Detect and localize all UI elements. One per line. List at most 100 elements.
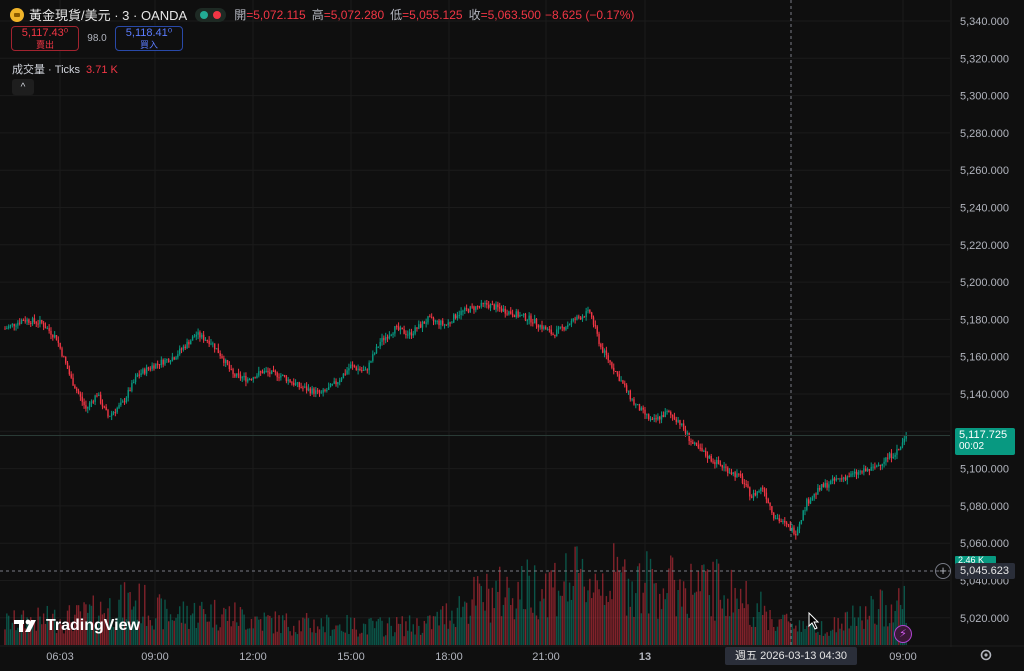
- candle-body: [738, 473, 740, 475]
- candle-body: [473, 306, 475, 311]
- candle-body: [11, 323, 14, 325]
- candle-body: [756, 491, 758, 496]
- candle-body: [543, 326, 545, 329]
- volume-bar: [291, 635, 293, 645]
- volume-bar: [830, 630, 832, 645]
- volume-bar: [79, 611, 82, 645]
- volume-bar: [177, 614, 179, 645]
- volume-bar: [131, 609, 133, 645]
- volume-bar: [397, 623, 400, 645]
- volume-bar: [392, 636, 394, 645]
- candle-body: [379, 341, 381, 347]
- volume-bar: [554, 562, 556, 645]
- candle-body: [666, 410, 668, 412]
- symbol-legend: 黃金現貨/美元 · 3 · OANDA 開 =5,072.115 高 =5,07…: [10, 5, 638, 24]
- volume-bar: [87, 612, 89, 645]
- volume-bar: [9, 629, 12, 645]
- close-value: =5,063.500: [480, 7, 541, 22]
- candle-body: [638, 404, 641, 411]
- volume-bar: [274, 611, 277, 645]
- candle-body: [793, 527, 795, 534]
- volume-bar: [272, 633, 275, 645]
- candle-body: [263, 371, 266, 374]
- volume-bar: [333, 629, 335, 645]
- volume-bar: [684, 588, 687, 645]
- buy-button[interactable]: 5,118.41⁰ 買入: [115, 26, 183, 51]
- candle-body: [401, 327, 403, 330]
- volume-bar: [405, 621, 407, 645]
- volume-bar: [296, 634, 299, 645]
- candle-body: [760, 487, 762, 492]
- candle-body: [348, 368, 350, 371]
- candle-body: [386, 337, 389, 339]
- volume-bar: [769, 609, 771, 645]
- volume-bar: [368, 618, 370, 645]
- candle-body: [247, 379, 249, 382]
- market-status[interactable]: [195, 7, 227, 22]
- volume-bar: [265, 616, 267, 645]
- candle-body: [565, 327, 567, 330]
- candle-body: [620, 380, 622, 382]
- volume-bar: [239, 607, 242, 645]
- candle-body: [846, 476, 849, 480]
- candle-body: [728, 472, 731, 474]
- add-alert-icon[interactable]: +: [935, 563, 951, 579]
- volume-bar: [898, 588, 900, 645]
- volume-bar: [624, 559, 626, 645]
- price-tick-label: 5,240.000: [960, 203, 1009, 215]
- volume-bar: [559, 595, 562, 645]
- candle-body: [449, 322, 451, 324]
- candle-body: [719, 463, 722, 466]
- candle-body: [340, 378, 343, 381]
- volume-bar: [305, 613, 308, 645]
- candle-body: [381, 337, 383, 342]
- volume-bar: [48, 620, 50, 645]
- candle-body: [464, 308, 466, 311]
- candle-body: [204, 339, 207, 341]
- gear-icon[interactable]: [979, 648, 993, 662]
- candle-body: [110, 413, 113, 416]
- price-tick-label: 5,160.000: [960, 352, 1009, 364]
- candle-body: [265, 370, 267, 372]
- candle-body: [202, 334, 205, 341]
- volume-bar: [460, 617, 462, 645]
- candle-body: [888, 453, 891, 458]
- candle-body: [714, 462, 716, 465]
- candle-body: [721, 465, 723, 468]
- candle-body: [837, 478, 839, 480]
- volume-bar: [98, 615, 100, 645]
- lightning-icon[interactable]: ⚡: [894, 625, 912, 643]
- volume-bar: [890, 604, 893, 645]
- candle-body: [774, 518, 777, 520]
- candle-body: [826, 482, 828, 488]
- volume-bar: [750, 626, 753, 645]
- candle-body: [169, 361, 172, 363]
- volume-legend[interactable]: 成交量 · Ticks 3.71 K: [12, 61, 118, 77]
- candle-body: [167, 359, 170, 363]
- volume-bar: [298, 620, 300, 645]
- volume-bar: [602, 573, 604, 645]
- volume-bar: [478, 583, 481, 645]
- candle-body: [241, 377, 243, 379]
- candle-body: [581, 316, 584, 320]
- candle-body: [804, 510, 806, 512]
- symbol-title[interactable]: 黃金現貨/美元 · 3 · OANDA: [29, 8, 188, 23]
- volume-bar: [37, 607, 39, 645]
- volume-bar: [596, 580, 598, 645]
- volume-bar: [528, 575, 530, 645]
- candle-body: [35, 322, 37, 324]
- data-status-icon: [213, 10, 222, 19]
- candle-body: [289, 379, 291, 383]
- candle-body: [219, 353, 221, 356]
- current-price: 5,117.725: [959, 429, 1008, 441]
- collapse-legend-button[interactable]: ^: [12, 79, 34, 95]
- volume-bar: [486, 573, 488, 645]
- volume-bar: [320, 618, 323, 645]
- volume-bar: [254, 616, 256, 645]
- candle-body: [899, 446, 902, 450]
- tradingview-logo[interactable]: TradingView: [14, 617, 140, 635]
- sell-button[interactable]: 5,117.43⁰ 賣出: [11, 26, 79, 51]
- volume-bar: [429, 615, 431, 645]
- candle-body: [236, 373, 238, 377]
